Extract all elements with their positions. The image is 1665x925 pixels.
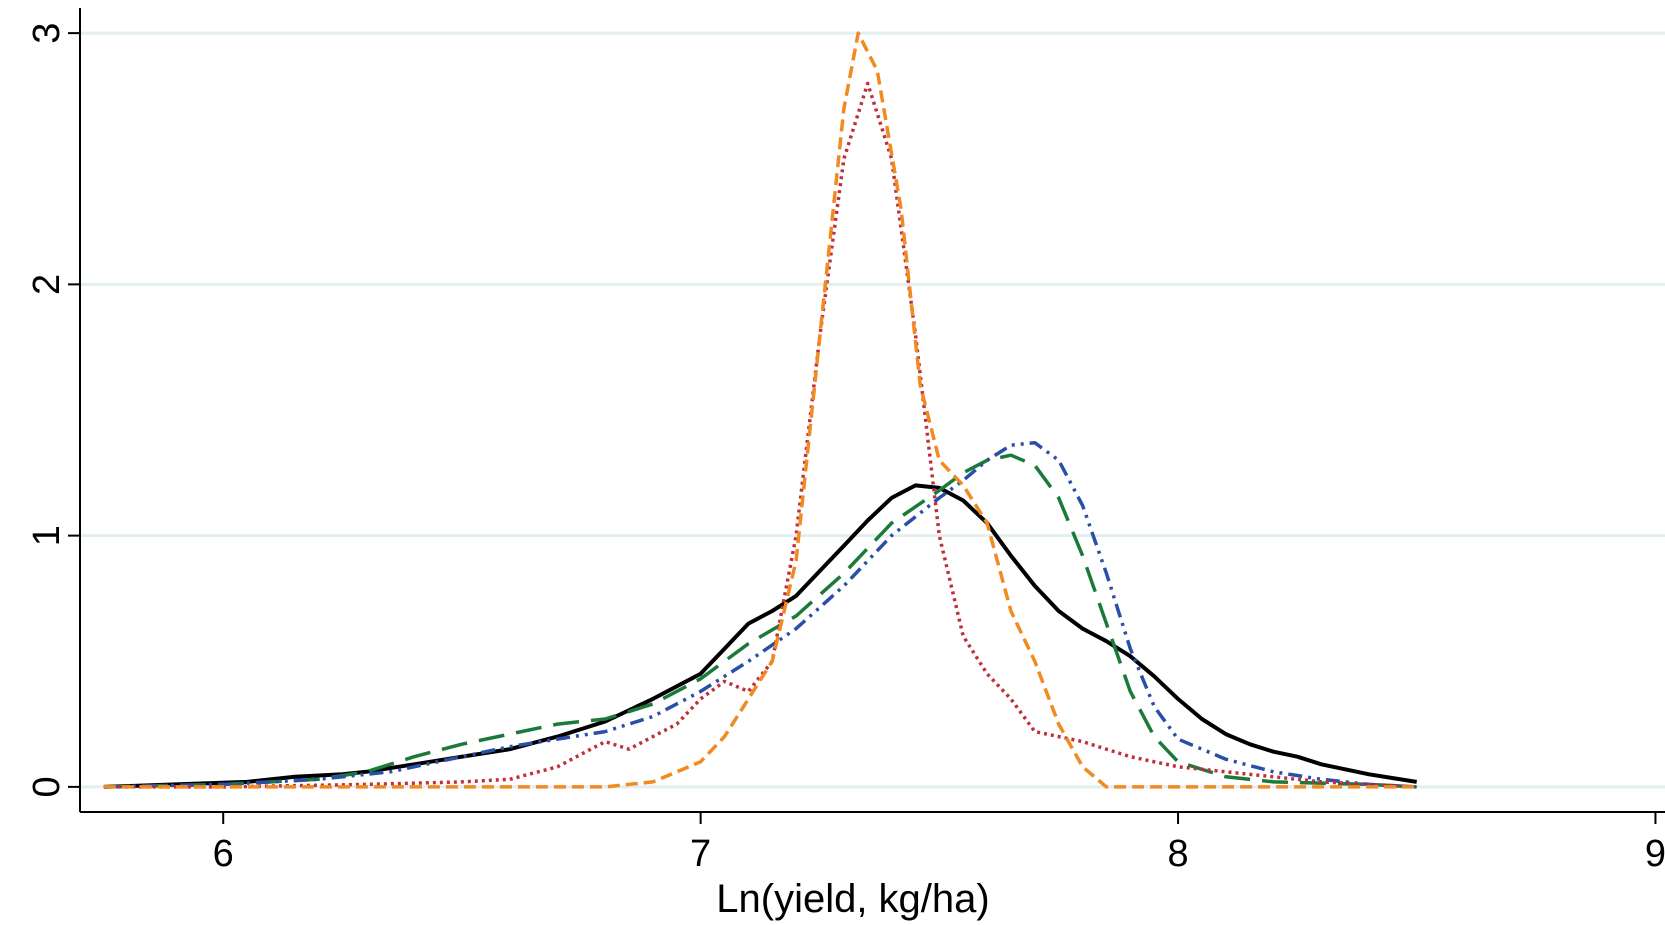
series-line-3 xyxy=(103,440,1417,789)
series-line-4 xyxy=(103,81,1417,789)
x-tick-label: 9 xyxy=(1645,833,1665,875)
series-line-5 xyxy=(103,31,1417,789)
y-tick-label: 3 xyxy=(26,23,68,44)
x-tick-label: 7 xyxy=(690,833,711,875)
x-tick-label: 6 xyxy=(213,833,234,875)
y-tick-label: 0 xyxy=(26,776,68,797)
grid-lines xyxy=(80,31,1665,789)
series-line-2 xyxy=(103,453,1417,789)
x-axis-title: Ln(yield, kg/ha) xyxy=(716,877,989,921)
y-tick-label: 2 xyxy=(26,274,68,295)
y-tick-label: 1 xyxy=(26,525,68,546)
x-tick-label: 8 xyxy=(1167,833,1188,875)
ticks: 0 1 2 3 6 7 8 9 xyxy=(26,23,1665,875)
series-lines xyxy=(103,31,1418,789)
axes xyxy=(79,8,1665,813)
